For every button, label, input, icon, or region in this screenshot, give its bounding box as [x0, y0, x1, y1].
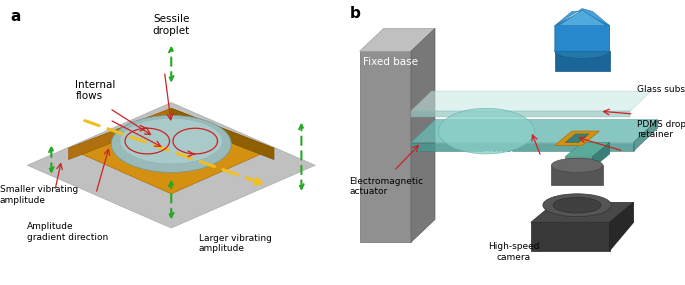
Text: b: b [349, 6, 360, 21]
Text: Sessile
droplet: Sessile droplet [153, 14, 190, 36]
Polygon shape [555, 11, 610, 51]
Polygon shape [411, 28, 435, 242]
Text: Laser
Doppler
vibrometer: Laser Doppler vibrometer [553, 14, 611, 47]
Ellipse shape [120, 118, 223, 164]
Polygon shape [360, 28, 435, 51]
Ellipse shape [111, 115, 231, 172]
Text: Smaller vibrating
amplitude: Smaller vibrating amplitude [0, 185, 78, 205]
Polygon shape [68, 108, 171, 160]
Text: Electromagnetic
actuator: Electromagnetic actuator [349, 177, 423, 196]
Polygon shape [411, 91, 651, 111]
Polygon shape [565, 142, 610, 157]
Polygon shape [531, 222, 610, 251]
Text: High-speed
camera: High-speed camera [488, 242, 540, 262]
Polygon shape [558, 10, 606, 26]
Polygon shape [360, 51, 411, 242]
Polygon shape [171, 108, 274, 160]
Text: PDMS droplet
retainer: PDMS droplet retainer [637, 120, 685, 139]
Polygon shape [610, 202, 634, 251]
Polygon shape [27, 103, 315, 228]
Text: Fixed base: Fixed base [363, 57, 418, 67]
Polygon shape [551, 165, 603, 185]
Polygon shape [565, 157, 593, 168]
Polygon shape [68, 108, 274, 194]
Polygon shape [411, 120, 658, 142]
Ellipse shape [543, 194, 611, 217]
Text: Amplitude
gradient direction: Amplitude gradient direction [27, 222, 109, 242]
Text: Glass substrate: Glass substrate [637, 86, 685, 95]
Polygon shape [555, 51, 610, 71]
Text: a: a [10, 9, 21, 24]
Polygon shape [565, 134, 589, 142]
Polygon shape [555, 9, 610, 26]
Text: PMMA
cantilever: PMMA cantilever [474, 151, 526, 173]
Polygon shape [411, 142, 634, 151]
Text: Internal
flows: Internal flows [75, 80, 116, 101]
Ellipse shape [551, 158, 603, 172]
Polygon shape [411, 111, 630, 117]
Ellipse shape [438, 108, 534, 154]
Polygon shape [593, 142, 610, 168]
Polygon shape [531, 202, 634, 222]
Polygon shape [555, 131, 599, 145]
Ellipse shape [555, 44, 610, 58]
Text: Larger vibrating
amplitude: Larger vibrating amplitude [199, 234, 271, 253]
Polygon shape [634, 120, 658, 151]
Ellipse shape [553, 197, 601, 213]
